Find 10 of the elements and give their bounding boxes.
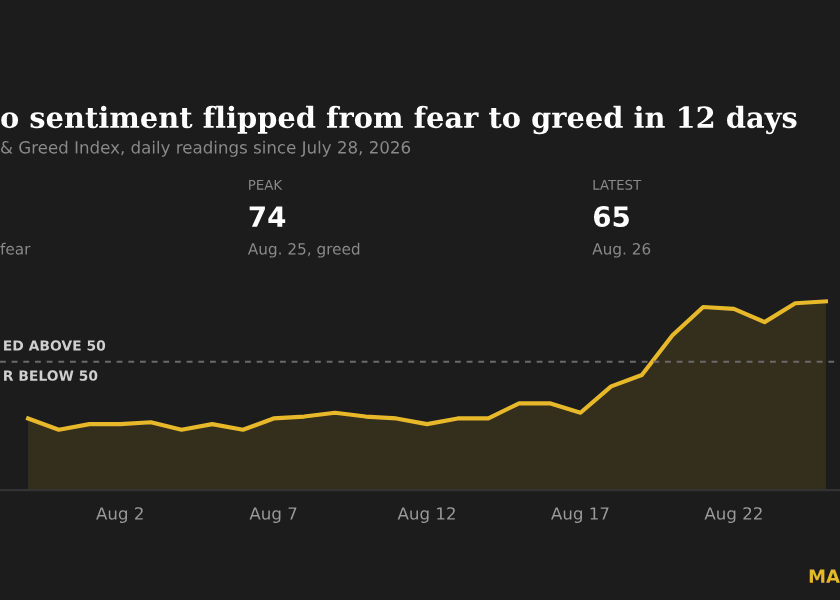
- x-tick-label: Aug 2: [96, 507, 143, 523]
- text: 74: [249, 206, 286, 227]
- x-tick-label: Aug 22: [704, 507, 762, 523]
- text: 65: [593, 206, 629, 228]
- x-tick-label: Aug 12: [397, 507, 455, 523]
- chart-title: o sentiment flipped from fear to greed in 12 days: [1, 105, 797, 135]
- x-tick-label: Aug 17: [551, 507, 609, 523]
- x-tick-label: Aug 7: [249, 507, 297, 523]
- text: MA: [809, 569, 840, 583]
- chart-subtitle: & Greed Index, daily readings since July 28, 2026: [1, 140, 411, 157]
